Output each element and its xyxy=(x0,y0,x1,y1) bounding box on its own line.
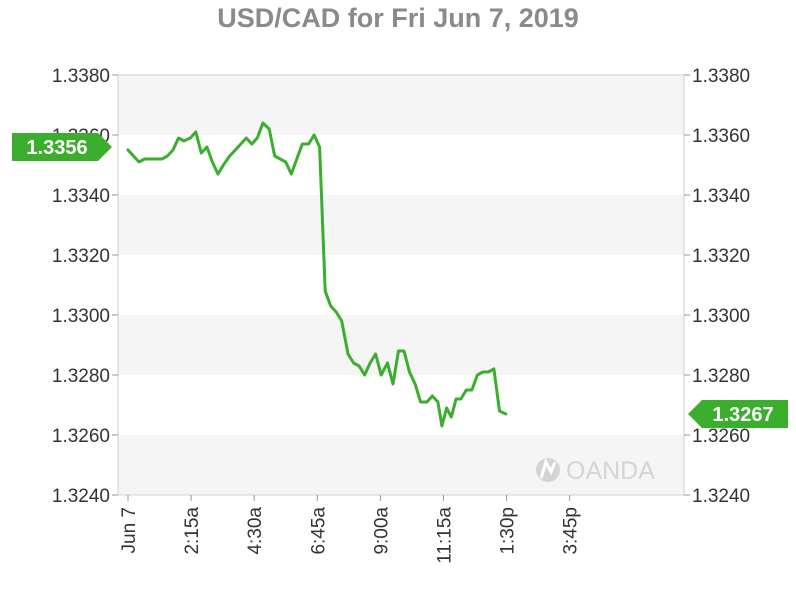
x-tick-label: 4:30a xyxy=(245,507,266,555)
y-tick-label: 1.3340 xyxy=(692,186,750,207)
x-tick-label: 6:45a xyxy=(308,507,329,555)
open-price-tag: 1.3356 xyxy=(12,133,112,161)
x-axis: Jun 7 2:15a 4:30a 6:45a 9:00a 11:15a 1:30p 3:45… xyxy=(119,495,582,564)
oanda-logo-icon xyxy=(536,458,560,482)
y-axis-right: 1.3380 1.3360 1.3340 1.3320 1.3300 1.3280 1.32… xyxy=(684,66,750,507)
y-tick-label: 1.3240 xyxy=(692,486,750,507)
y-tick-label: 1.3320 xyxy=(52,246,110,267)
y-tick-label: 1.3340 xyxy=(52,186,110,207)
grid-bands xyxy=(118,75,684,495)
x-tick-label: 3:45p xyxy=(561,507,582,555)
chart-title: USD/CAD for Fri Jun 7, 2019 xyxy=(217,3,579,33)
y-tick-label: 1.3300 xyxy=(692,306,750,327)
y-tick-label: 1.3280 xyxy=(52,366,110,387)
x-tick-label: 2:15a xyxy=(182,507,203,555)
series-line xyxy=(126,121,508,428)
y-tick-label: 1.3380 xyxy=(52,66,110,87)
y-tick-label: 1.3360 xyxy=(692,126,750,147)
y-tick-label: 1.3320 xyxy=(692,246,750,267)
y-tick-label: 1.3240 xyxy=(52,486,110,507)
grid-band xyxy=(118,435,684,495)
last-price-tag-shape xyxy=(688,400,788,428)
y-tick-label: 1.3260 xyxy=(52,426,110,447)
open-price-tag-shape xyxy=(12,133,112,161)
y-tick-label: 1.3280 xyxy=(692,366,750,387)
plot-area-border xyxy=(117,74,685,496)
last-price-tag: 1.3267 xyxy=(688,400,788,428)
x-tick-label: 11:15a xyxy=(434,507,455,564)
open-price-label: 1.3356 xyxy=(26,137,87,159)
watermark-text: OANDA xyxy=(566,457,655,485)
x-tick-label: 9:00a xyxy=(371,507,392,555)
last-price-label: 1.3267 xyxy=(712,404,773,426)
grid-band xyxy=(118,75,684,135)
y-axis-left: 1.33801.33601.33401.33201.33001.32801.32… xyxy=(52,66,118,507)
x-tick-label: Jun 7 xyxy=(119,507,140,553)
grid-band xyxy=(118,315,684,375)
oanda-watermark: OANDA xyxy=(536,457,655,485)
y-tick-label: 1.3260 xyxy=(692,426,750,447)
grid-band xyxy=(118,195,684,255)
y-tick-label: 1.3380 xyxy=(692,66,750,87)
x-tick-label: 1:30p xyxy=(498,507,519,555)
y-tick-label: 1.3300 xyxy=(52,306,110,327)
